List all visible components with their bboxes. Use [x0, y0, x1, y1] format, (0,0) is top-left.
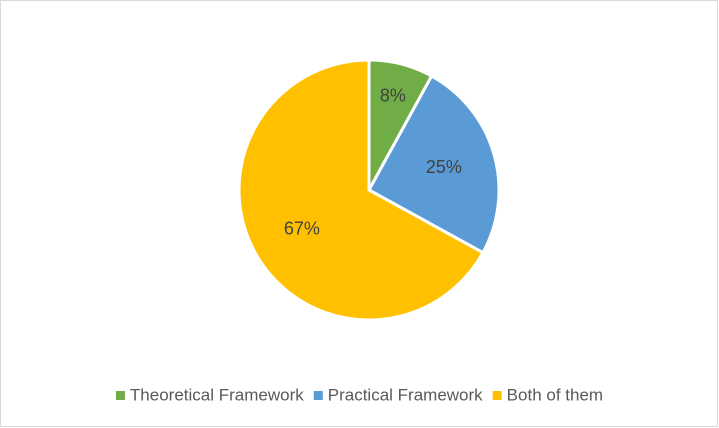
data-label: 8% [380, 86, 406, 106]
legend-label: Theoretical Framework [130, 385, 304, 404]
pie-slice [237, 58, 485, 322]
legend-marker [115, 391, 125, 400]
legend-marker [313, 391, 323, 400]
data-label: 67% [284, 218, 320, 238]
pie-slice [366, 74, 501, 255]
legend-label: Both of them [507, 385, 603, 404]
legend-label: Practical Framework [328, 385, 483, 404]
legend-marker [492, 391, 502, 400]
data-label: 25% [426, 157, 462, 177]
